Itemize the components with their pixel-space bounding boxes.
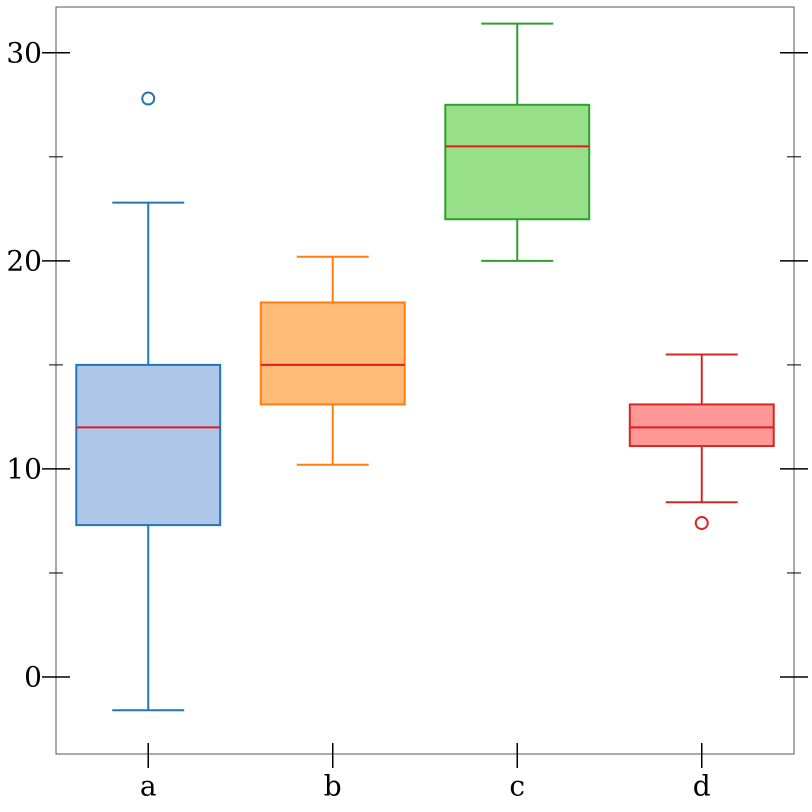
y-tick-label-0: 0 (24, 661, 42, 694)
y-tick-label-20: 20 (6, 244, 42, 277)
y-tick-label-30: 30 (6, 36, 42, 69)
box-c (444, 103, 591, 221)
outlier-d-0 (694, 516, 709, 531)
box-b (259, 301, 406, 406)
plot-frame (55, 6, 795, 755)
y-tick-label-10: 10 (6, 452, 42, 485)
x-tick-label-d: d (693, 770, 711, 803)
box-series (75, 22, 775, 712)
box-d (628, 403, 775, 448)
outlier-a-0 (141, 91, 156, 106)
box-a (75, 363, 222, 527)
x-tick-label-a: a (140, 770, 157, 803)
x-tick-label-b: b (324, 770, 342, 803)
tick-labels: 0 10 20 30 a b c d (6, 36, 710, 802)
axis-ticks (42, 52, 808, 768)
x-tick-label-c: c (509, 770, 525, 803)
